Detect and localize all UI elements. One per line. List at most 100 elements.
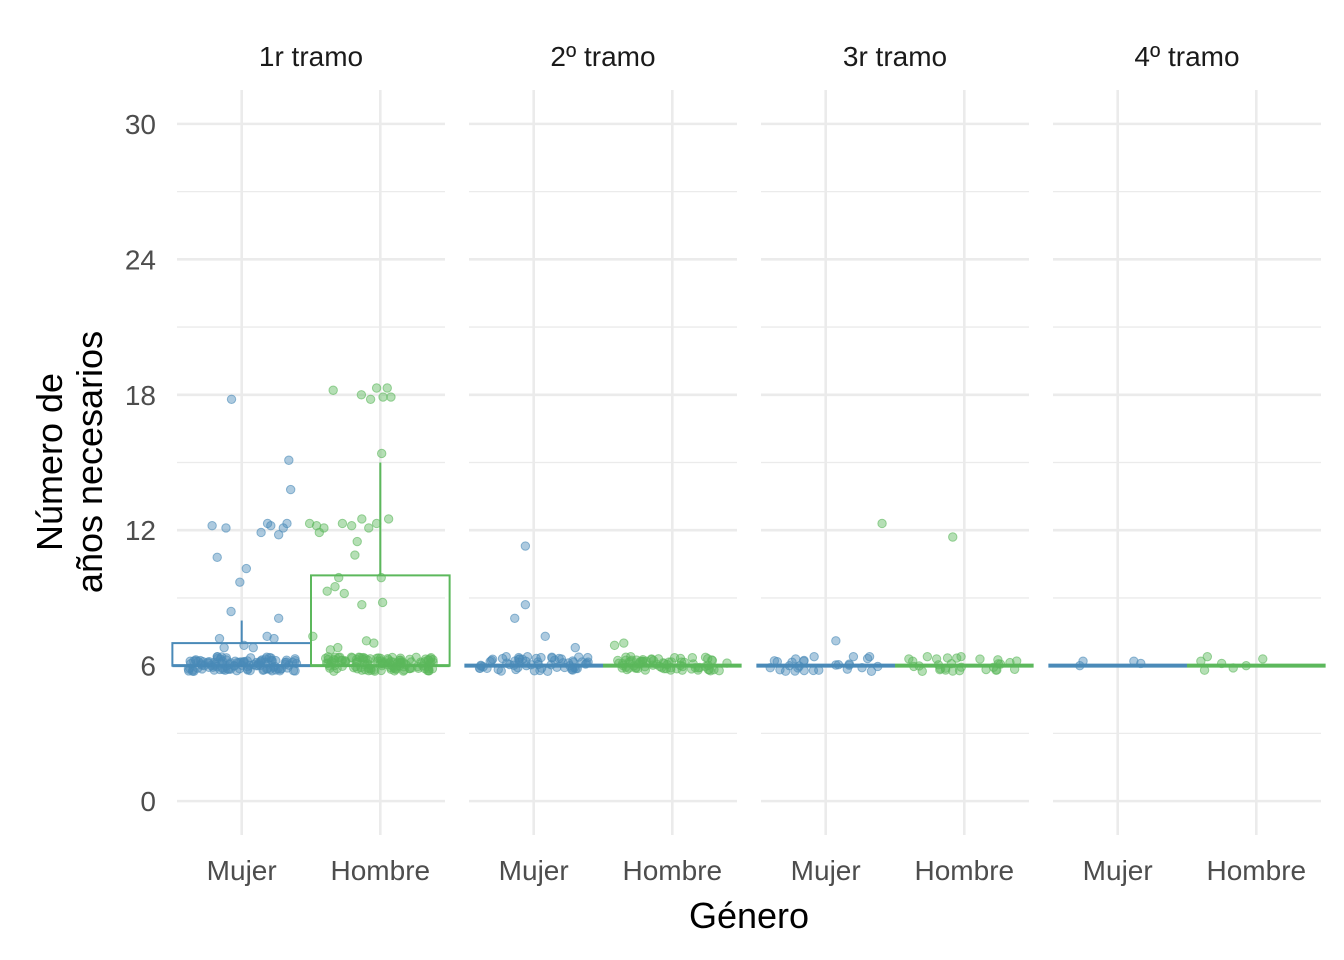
data-point <box>378 392 388 402</box>
data-point <box>259 664 269 675</box>
facet-strip-label: 4º tramo <box>1134 41 1239 72</box>
data-point <box>319 523 329 533</box>
data-point <box>556 654 567 664</box>
data-point <box>269 633 279 644</box>
data-point <box>485 656 495 667</box>
data-point <box>330 652 340 662</box>
data-point <box>772 656 782 667</box>
data-point <box>619 638 629 648</box>
data-point <box>325 663 335 673</box>
data-point <box>687 652 698 663</box>
data-point <box>383 514 394 524</box>
data-point <box>646 654 657 664</box>
data-point <box>339 588 349 599</box>
y-tick-label: 6 <box>140 651 156 682</box>
data-point <box>1241 660 1251 671</box>
data-point <box>722 658 732 668</box>
data-point <box>520 541 531 551</box>
data-point <box>266 521 276 531</box>
data-point <box>1009 664 1020 674</box>
data-point <box>377 597 388 608</box>
data-point <box>995 659 1006 669</box>
x-tick-label: Hombre <box>331 855 431 886</box>
data-point <box>257 655 267 665</box>
data-point <box>917 666 927 676</box>
data-point <box>526 660 536 670</box>
data-point <box>844 660 854 670</box>
data-point <box>658 658 668 668</box>
data-point <box>866 666 877 676</box>
facet-panel: 2º tramo Mujer Hombre <box>464 41 742 886</box>
data-point <box>340 656 351 666</box>
y-tick-label: 12 <box>125 515 156 546</box>
data-point <box>282 518 292 529</box>
data-point <box>775 665 785 675</box>
data-point <box>497 653 508 664</box>
data-point <box>334 572 344 583</box>
data-point <box>793 663 803 673</box>
data-point <box>219 642 229 653</box>
data-point <box>1196 656 1206 666</box>
y-axis-title-line-1: Número de <box>29 373 70 551</box>
data-point <box>382 383 392 393</box>
data-point <box>262 631 272 642</box>
data-point <box>510 613 520 623</box>
data-point <box>614 658 624 668</box>
data-point <box>280 657 290 668</box>
data-point <box>765 663 775 673</box>
data-point <box>346 521 357 531</box>
x-tick-label: Mujer <box>207 855 277 886</box>
data-point <box>333 642 343 653</box>
data-point <box>1129 656 1139 666</box>
data-point <box>547 652 557 662</box>
data-point <box>1199 665 1210 675</box>
x-tick-label: Mujer <box>791 855 861 886</box>
data-point <box>235 577 245 587</box>
data-point <box>1011 656 1022 666</box>
data-point <box>251 660 261 671</box>
data-point <box>621 652 631 662</box>
data-point <box>337 518 348 529</box>
data-point <box>478 662 488 672</box>
data-point <box>221 523 231 533</box>
data-point <box>609 640 620 651</box>
data-point <box>290 656 300 666</box>
data-point <box>371 518 382 529</box>
data-point <box>626 651 636 662</box>
facet-panel: 1r tramo Mujer Hombre <box>171 41 451 886</box>
data-point <box>191 655 201 665</box>
data-point <box>256 527 266 538</box>
data-point <box>703 660 713 671</box>
facet-strip-label: 3r tramo <box>843 41 947 72</box>
data-point <box>350 550 360 560</box>
data-point <box>218 664 228 675</box>
data-point <box>266 653 276 663</box>
data-point <box>634 659 644 669</box>
x-axis-title: Género <box>689 895 809 936</box>
data-point <box>540 631 550 642</box>
data-point <box>308 631 318 642</box>
x-tick-label: Hombre <box>623 855 723 886</box>
data-point <box>1075 660 1085 671</box>
data-point <box>946 658 957 669</box>
facet-strip-label: 2º tramo <box>550 41 655 72</box>
data-point <box>273 613 284 623</box>
data-point <box>361 636 372 646</box>
x-tick-label: Mujer <box>499 855 569 886</box>
data-point <box>356 390 367 400</box>
data-point <box>230 656 240 666</box>
data-point <box>536 663 547 673</box>
data-point <box>1136 658 1146 669</box>
data-point <box>1258 654 1268 664</box>
data-point <box>366 663 376 674</box>
data-point <box>328 385 338 395</box>
data-point <box>285 484 296 495</box>
data-point <box>241 563 252 574</box>
data-point <box>931 654 942 664</box>
data-point <box>693 665 703 675</box>
data-point <box>1228 663 1238 673</box>
data-point <box>948 532 958 542</box>
data-point <box>809 651 819 662</box>
x-tick-label: Mujer <box>1083 855 1153 886</box>
